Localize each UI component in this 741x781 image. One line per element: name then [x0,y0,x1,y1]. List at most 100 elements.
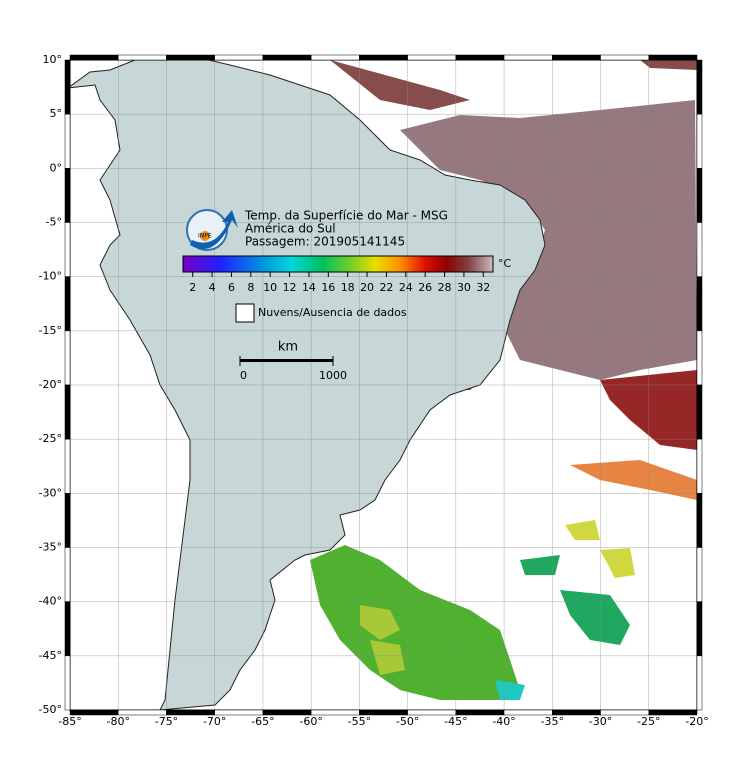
sst-cold [495,680,525,700]
y-tick-label: -25° [39,432,62,445]
colorbar-tick-label: 22 [379,281,393,294]
colorbar-tick-label: 6 [228,281,235,294]
border-segment [696,493,703,548]
x-tick-label: -60° [299,715,322,728]
colorbar-tick-label: 26 [418,281,432,294]
border-segment [696,438,703,494]
colorbar-tick-label: 10 [263,281,277,294]
border-segment [64,276,71,332]
colorbar-tick-label: 18 [341,281,355,294]
frame-border [64,54,703,716]
colorbar-tick-label: 2 [189,281,196,294]
colorbar-tick-label: 24 [399,281,413,294]
border-segment [552,54,601,61]
x-tick-label: -50° [396,715,419,728]
colorbar-tick-label: 4 [209,281,216,294]
y-tick-label: 0° [50,161,63,174]
border-segment [696,59,703,115]
x-tick-label: -45° [444,715,467,728]
border-segment [64,330,71,386]
y-tick-label: -45° [39,649,62,662]
graticule [69,59,698,711]
colorbar-tick-label: 8 [247,281,254,294]
border-segment [407,54,457,61]
border-segment [696,113,703,169]
y-tick-label: -40° [39,595,62,608]
colorbar-tick-label: 16 [321,281,335,294]
sst-mid [565,520,635,578]
logo-swoosh [190,210,238,250]
colorbar-tick-label: 12 [283,281,297,294]
scale-unit: km [278,340,298,355]
border-segment [69,54,119,61]
border-segment [166,54,215,61]
border-segment [64,655,71,711]
legend-label: Nuvens/Ausencia de dados [258,306,407,319]
border-segment [262,54,312,61]
border-segment [64,168,71,223]
scale-tick-label: 1000 [319,369,347,382]
colorbar [182,255,494,273]
border-segment [64,438,71,494]
sst-hot [380,370,697,450]
border-segment [310,54,360,61]
scale-tick-label: 0 [240,369,247,382]
x-tick-label: -80° [106,715,129,728]
y-tick-label: -50° [39,703,62,716]
border-segment [359,54,408,61]
title-line: América do Sul [245,222,336,236]
border-segment [117,54,167,61]
border-segment [696,601,703,657]
y-tick-label: -5° [46,216,62,229]
x-tick-label: -85° [58,715,81,728]
border-segment [600,54,650,61]
x-tick-label: -75° [155,715,178,728]
sst-cool [360,605,405,675]
logo: INPE [186,209,238,251]
colorbar-tick-label: 14 [302,281,316,294]
border-segment [64,59,71,115]
border-segment [64,384,71,440]
border-segment [64,493,71,548]
y-tick-label: -30° [39,486,62,499]
map-area [70,60,697,710]
border-segment [696,330,703,386]
colorbar-ticks: 2 4 6 8 10 12 14 16 18 20 22 24 26 28 30 32 [189,272,490,294]
colorbar-unit: °C [498,257,512,270]
border-segment [696,222,703,277]
x-tick-label: -40° [492,715,515,728]
border-segment [503,54,553,61]
y-tick-label: -15° [39,324,62,337]
x-tick-label: -65° [251,715,274,728]
colorbar-tick-label: 28 [438,281,452,294]
title-line: Passagem: 201905141145 [245,235,405,249]
y-tick-label: -35° [39,541,62,554]
sst-mid [570,460,697,500]
border-segment [696,276,703,332]
sst-warm [330,60,697,110]
title-line: Temp. da Superfície do Mar - MSG [244,209,448,223]
x-tick-label: -30° [589,715,612,728]
colorbar-tick-label: 30 [457,281,471,294]
logo-dot [200,231,210,241]
scale-ticks: 0 1000 [239,356,347,382]
border-segment [64,222,71,277]
border-segment [696,547,703,602]
colorbar-tick-label: 20 [360,281,374,294]
border-segment [64,113,71,169]
border-segment [214,54,264,61]
x-tick-label: -55° [348,715,371,728]
legend-swatch [235,303,255,323]
border-segment [696,655,703,711]
x-tick-label: -20° [685,715,708,728]
y-tick-label: 10° [43,53,63,66]
border-segment [64,547,71,602]
colorbar-tick-label: 32 [476,281,490,294]
border-segment [696,384,703,440]
border-segment [648,54,698,61]
logo-text: INPE [198,233,212,240]
y-tick-label: -20° [39,378,62,391]
scale-bar [240,359,333,362]
sst-cool [520,555,630,645]
